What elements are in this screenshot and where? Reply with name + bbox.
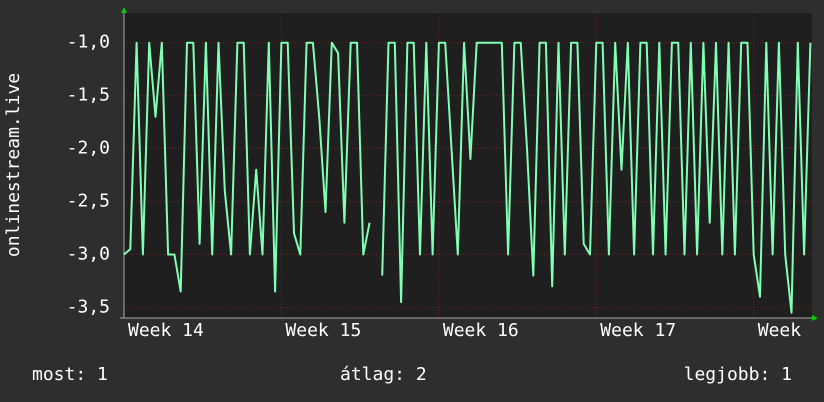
x-arrow	[812, 315, 818, 321]
y-tick-label: -3,0	[67, 243, 110, 264]
y-tick-label: -2,5	[67, 191, 110, 212]
y-tick-label: -1,5	[67, 85, 110, 106]
x-tick-label: Week	[758, 320, 802, 341]
x-tick-label: Week 15	[285, 320, 361, 341]
y-arrow	[121, 7, 127, 13]
data-line	[123, 41, 812, 314]
legend-text: legjobb: 1	[684, 364, 792, 385]
y-axis-label: onlinestream.live	[3, 73, 24, 257]
legend-text: most: 1	[32, 364, 108, 385]
x-tick-label: Week 16	[443, 320, 519, 341]
plot-area	[124, 13, 812, 318]
y-tick-label: -1,0	[67, 32, 110, 53]
legend-text: átlag: 2	[340, 364, 427, 385]
x-tick-label: Week 17	[600, 320, 676, 341]
y-tick-label: -2,0	[67, 138, 110, 159]
x-tick-label: Week 14	[128, 320, 204, 341]
y-tick-label: -3,5	[67, 296, 110, 317]
